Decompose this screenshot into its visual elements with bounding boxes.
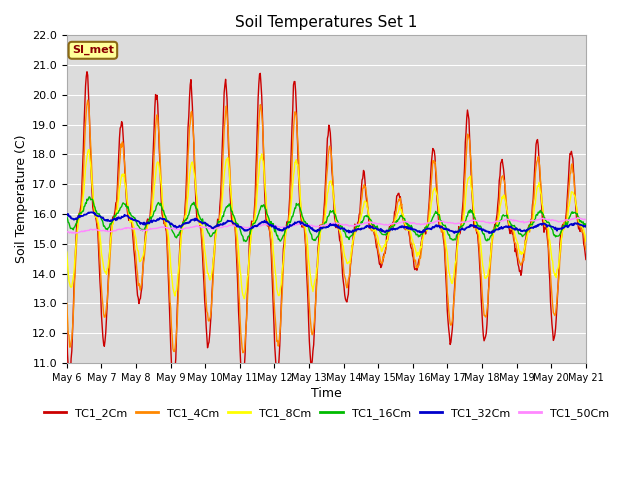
TC1_50Cm: [179, 226, 187, 232]
TC1_50Cm: [63, 229, 70, 235]
TC1_32Cm: [485, 230, 493, 236]
Line: TC1_4Cm: TC1_4Cm: [67, 100, 586, 353]
TC1_8Cm: [207, 277, 214, 283]
TC1_50Cm: [574, 215, 582, 220]
TC1_4Cm: [72, 250, 80, 256]
TC1_16Cm: [242, 239, 250, 244]
TC1_50Cm: [127, 225, 134, 231]
TC1_8Cm: [179, 221, 187, 227]
Title: Soil Temperatures Set 1: Soil Temperatures Set 1: [235, 15, 417, 30]
TC1_2Cm: [127, 216, 134, 222]
Y-axis label: Soil Temperature (C): Soil Temperature (C): [15, 135, 28, 264]
TC1_4Cm: [406, 229, 413, 235]
TC1_2Cm: [406, 234, 413, 240]
TC1_16Cm: [582, 224, 589, 230]
TC1_4Cm: [63, 300, 70, 306]
TC1_8Cm: [582, 238, 589, 244]
TC1_32Cm: [390, 226, 397, 232]
TC1_8Cm: [406, 227, 413, 232]
TC1_32Cm: [179, 221, 187, 227]
TC1_16Cm: [127, 210, 134, 216]
TC1_4Cm: [207, 313, 214, 319]
TC1_32Cm: [582, 224, 589, 229]
TC1_50Cm: [73, 230, 81, 236]
Line: TC1_50Cm: TC1_50Cm: [67, 217, 586, 233]
TC1_16Cm: [406, 224, 413, 230]
TC1_32Cm: [405, 225, 413, 231]
TC1_50Cm: [390, 220, 397, 226]
TC1_2Cm: [63, 328, 70, 334]
Line: TC1_8Cm: TC1_8Cm: [67, 150, 586, 299]
TC1_4Cm: [179, 218, 187, 224]
X-axis label: Time: Time: [311, 387, 342, 400]
TC1_32Cm: [127, 216, 134, 221]
TC1_32Cm: [88, 209, 96, 215]
TC1_8Cm: [241, 296, 248, 301]
TC1_50Cm: [207, 225, 214, 231]
TC1_32Cm: [207, 224, 214, 229]
Line: TC1_32Cm: TC1_32Cm: [67, 212, 586, 233]
Text: SI_met: SI_met: [72, 45, 114, 55]
TC1_4Cm: [582, 247, 589, 252]
TC1_50Cm: [582, 217, 589, 223]
TC1_16Cm: [390, 223, 398, 228]
TC1_8Cm: [84, 147, 92, 153]
TC1_2Cm: [390, 209, 398, 215]
TC1_2Cm: [83, 69, 91, 74]
TC1_2Cm: [582, 257, 589, 263]
TC1_4Cm: [239, 350, 247, 356]
TC1_8Cm: [390, 222, 398, 228]
TC1_16Cm: [207, 234, 214, 240]
TC1_2Cm: [179, 222, 187, 228]
TC1_8Cm: [72, 239, 80, 245]
Line: TC1_2Cm: TC1_2Cm: [67, 72, 586, 385]
TC1_16Cm: [85, 194, 93, 200]
TC1_4Cm: [390, 216, 398, 222]
TC1_2Cm: [72, 233, 80, 239]
TC1_8Cm: [127, 220, 134, 226]
TC1_50Cm: [405, 219, 413, 225]
TC1_16Cm: [179, 219, 187, 225]
Line: TC1_16Cm: TC1_16Cm: [67, 197, 586, 241]
TC1_32Cm: [63, 211, 70, 217]
TC1_16Cm: [63, 214, 70, 220]
TC1_8Cm: [63, 249, 70, 255]
TC1_16Cm: [72, 220, 80, 226]
TC1_32Cm: [72, 216, 80, 221]
Legend: TC1_2Cm, TC1_4Cm, TC1_8Cm, TC1_16Cm, TC1_32Cm, TC1_50Cm: TC1_2Cm, TC1_4Cm, TC1_8Cm, TC1_16Cm, TC1…: [39, 403, 614, 423]
TC1_2Cm: [207, 321, 214, 326]
TC1_4Cm: [84, 97, 92, 103]
TC1_2Cm: [238, 383, 246, 388]
TC1_4Cm: [127, 217, 134, 223]
TC1_50Cm: [72, 230, 79, 236]
